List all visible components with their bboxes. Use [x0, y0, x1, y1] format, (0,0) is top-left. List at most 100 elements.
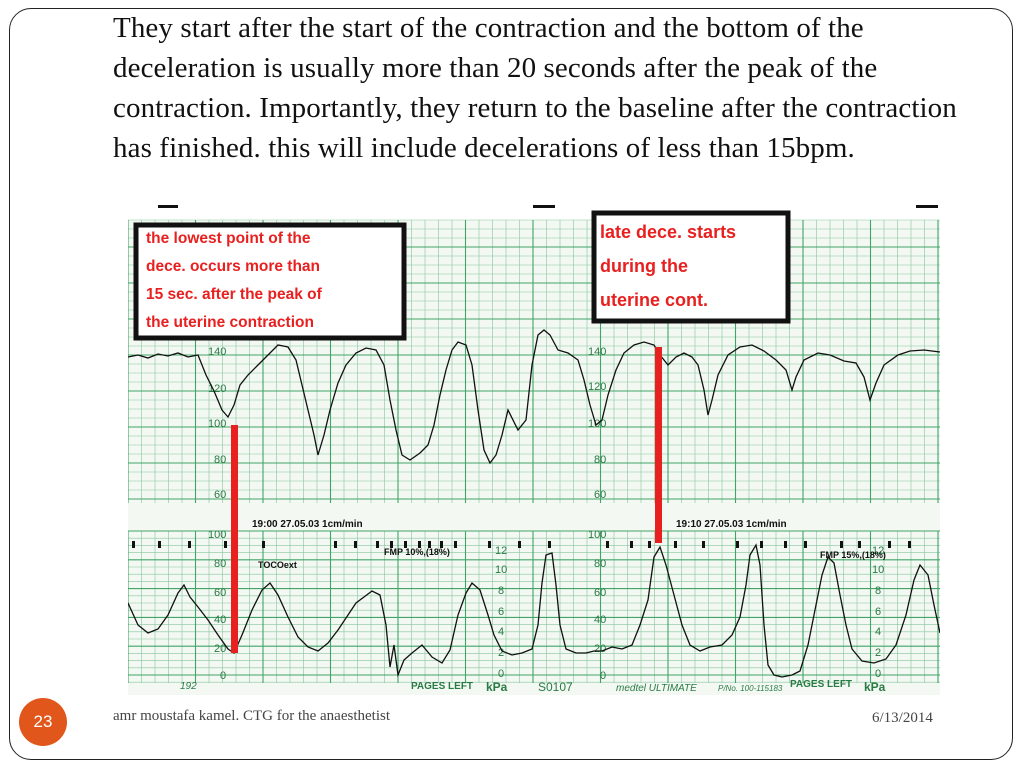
event-mark [606, 541, 609, 548]
brand-label: medtel ULTIMATE [616, 683, 697, 694]
event-mark [188, 541, 191, 548]
event-mark [736, 541, 739, 548]
event-mark [888, 541, 891, 548]
toco-tick: 100 [588, 529, 606, 541]
toco-tick: 0 [600, 670, 606, 682]
fhr-tick: 140 [588, 346, 606, 358]
svg-text:late dece. starts: late dece. starts [600, 222, 736, 242]
fhr-tick: 80 [594, 454, 606, 466]
kpa-tick: 12 [495, 545, 507, 557]
event-mark [262, 541, 265, 548]
event-mark [908, 541, 911, 548]
kpa-tick: 8 [875, 585, 881, 597]
serial-label: S0107 [538, 680, 573, 694]
event-mark [784, 541, 787, 548]
event-mark [804, 541, 807, 548]
kpa-scale-left: 12 10 8 6 4 2 0 [495, 545, 507, 680]
svg-text:during the: during the [600, 256, 688, 276]
toco-tick: 80 [594, 558, 606, 570]
page-number-label: 192 [180, 681, 197, 692]
fhr-tick: 120 [208, 383, 226, 395]
svg-text:uterine cont.: uterine cont. [600, 290, 708, 310]
toco-tick: 40 [594, 614, 606, 626]
event-mark [390, 541, 393, 548]
kpa-label: kPa [486, 680, 508, 694]
event-mark [428, 541, 431, 548]
event-mark [648, 541, 651, 548]
kpa-tick: 0 [498, 668, 504, 680]
annotation-text-right: late dece. starts during the uterine con… [600, 222, 736, 310]
event-mark [760, 541, 763, 548]
fhr-scale-right: 140 120 100 80 60 [588, 346, 606, 501]
toco-scale-right: 100 80 60 40 20 0 [588, 529, 606, 682]
pages-left-label: PAGES LEFT [790, 679, 852, 690]
event-marker-row [132, 541, 911, 548]
fhr-scale-left: 140 120 100 80 60 [208, 346, 226, 501]
toco-tick: 40 [214, 614, 226, 626]
fmp-label-right: FMP 15%,(18%) [820, 550, 886, 560]
fhr-tick: 60 [214, 489, 226, 501]
kpa-tick: 8 [498, 585, 504, 597]
red-marker-decel-start [655, 347, 662, 543]
kpa-tick: 4 [498, 626, 504, 638]
kpa-tick: 2 [875, 647, 881, 659]
trace-header-right: 19:10 27.05.03 1cm/min [676, 519, 787, 530]
fhr-tick: 80 [214, 454, 226, 466]
event-mark [224, 541, 227, 548]
event-mark [858, 541, 861, 548]
fhr-tick: 60 [594, 489, 606, 501]
kpa-scale-right: 12 10 8 6 4 2 0 [872, 545, 884, 680]
event-mark [702, 541, 705, 548]
event-mark [158, 541, 161, 548]
scale-dash [916, 205, 938, 208]
svg-text:15 sec. after the peak of: 15 sec. after the peak of [146, 286, 323, 303]
toco-tick: 100 [208, 529, 226, 541]
kpa-tick: 4 [875, 626, 881, 638]
event-mark [630, 541, 633, 548]
toco-scale-left: 100 80 60 40 20 0 [208, 529, 226, 682]
event-mark [548, 541, 551, 548]
toco-tick: 60 [594, 587, 606, 599]
kpa-label: kPa [864, 680, 886, 694]
event-mark [354, 541, 357, 548]
kpa-tick: 10 [872, 564, 884, 576]
annotation-text-left: the lowest point of the dece. occurs mor… [146, 230, 323, 331]
toco-trace [128, 543, 940, 678]
ctg-trace-image: 140 120 100 80 60 140 120 100 80 60 100 … [128, 205, 940, 695]
toco-tick: 80 [214, 558, 226, 570]
event-mark [404, 541, 407, 548]
fmp-label-left: FMP 10%,(18%) [384, 547, 450, 557]
red-marker-lowest-point [231, 425, 238, 653]
kpa-tick: 12 [872, 545, 884, 557]
svg-text:the lowest point of the: the lowest point of the [146, 230, 311, 247]
kpa-tick: 6 [498, 606, 504, 618]
toco-tick: 20 [594, 643, 606, 655]
toco-tick: 20 [214, 643, 226, 655]
event-mark [840, 541, 843, 548]
event-mark [518, 541, 521, 548]
event-mark [488, 541, 491, 548]
trace-header-left: 19:00 27.05.03 1cm/min [252, 519, 363, 530]
slide-body-text: They start after the start of the contra… [113, 12, 957, 164]
kpa-tick: 2 [498, 647, 504, 659]
event-mark [418, 541, 421, 548]
toco-tick: 0 [220, 670, 226, 682]
event-mark [440, 541, 443, 548]
event-mark [454, 541, 457, 548]
toco-tick: 60 [214, 587, 226, 599]
kpa-tick: 6 [875, 606, 881, 618]
annotation-box-right [591, 210, 791, 324]
fhr-tick: 120 [588, 381, 606, 393]
fhr-tick: 140 [208, 346, 226, 358]
toco-label: TOCOext [258, 560, 297, 570]
svg-text:the uterine contraction: the uterine contraction [146, 314, 314, 331]
fhr-trace [128, 329, 940, 465]
event-mark [674, 541, 677, 548]
kpa-tick: 10 [495, 564, 507, 576]
annotation-box-left [133, 222, 407, 341]
pages-left-label: PAGES LEFT [411, 681, 473, 692]
fhr-tick: 100 [208, 418, 226, 430]
part-number-label: P/No. 100-115183 [718, 684, 783, 693]
footer-date: 6/13/2014 [872, 710, 933, 726]
event-mark [132, 541, 135, 548]
